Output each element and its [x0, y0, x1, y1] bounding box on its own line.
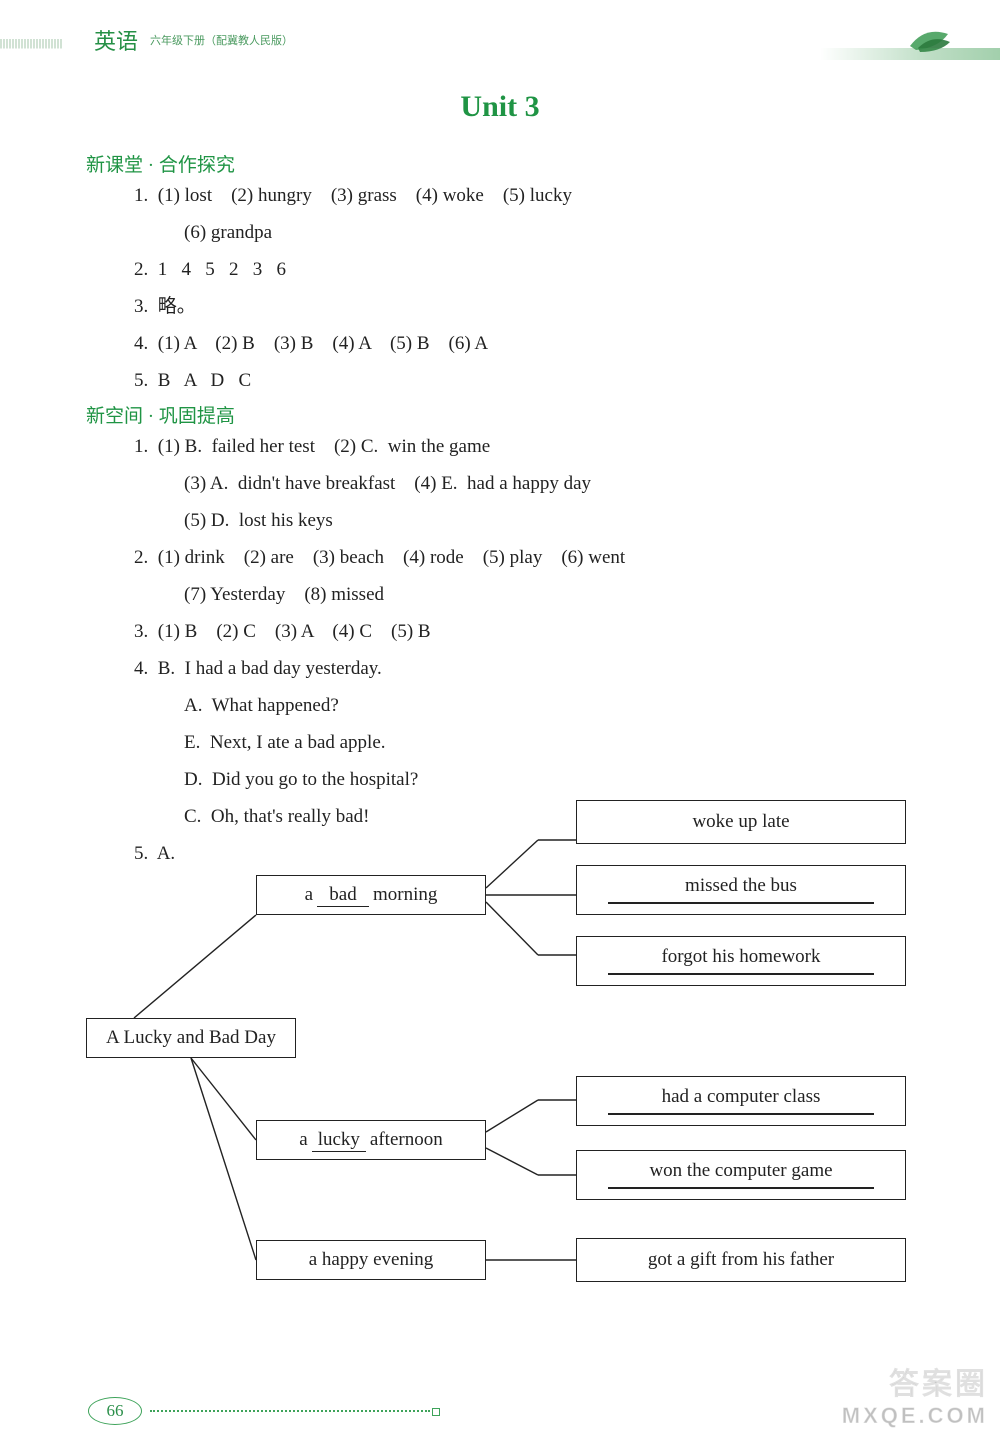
mid-fill: lucky: [312, 1129, 366, 1152]
answer-line: E. Next, I ate a bad apple.: [86, 724, 946, 761]
answer-line: 2. (1) drink (2) are (3) beach (4) rode …: [86, 539, 946, 576]
diagram-right-box: woke up late: [576, 800, 906, 844]
diagram-edge: [486, 1148, 538, 1175]
answer-line: (6) grandpa: [86, 214, 946, 251]
diagram-right-box: got a gift from his father: [576, 1238, 906, 1282]
diagram-mid-box: aluckyafternoon: [256, 1120, 486, 1160]
right-underline: [608, 902, 873, 903]
answer-line: 3. (1) B (2) C (3) A (4) C (5) B: [86, 613, 946, 650]
page-number: 66: [88, 1397, 142, 1425]
watermark-line2: MXQE.COM: [842, 1403, 988, 1429]
header-ticks: |||||||||||||||||||||: [0, 38, 90, 50]
right-text: had a computer class: [662, 1087, 821, 1106]
right-underline: [608, 1113, 873, 1114]
answer-line: 1. (1) B. failed her test (2) C. win the…: [86, 428, 946, 465]
watermark-line1: 答案圈: [842, 1359, 988, 1403]
watermark: 答案圈 MXQE.COM: [842, 1359, 988, 1429]
diagram-right-box: had a computer class: [576, 1076, 906, 1126]
right-text: won the computer game: [649, 1161, 832, 1180]
answer-line: 4. (1) A (2) B (3) B (4) A (5) B (6) A: [86, 325, 946, 362]
diagram-edge: [134, 915, 256, 1018]
right-text: missed the bus: [685, 876, 797, 895]
content-area: 新课堂 · 合作探究 1. (1) lost (2) hungry (3) gr…: [86, 150, 946, 872]
diagram-area: A Lucky and Bad Dayabadmorningaluckyafte…: [86, 790, 946, 1300]
right-text: woke up late: [692, 811, 789, 833]
mid-suffix: afternoon: [370, 1129, 443, 1151]
diagram-edge: [486, 902, 538, 955]
right-underline: [608, 973, 873, 974]
diagram-right-box: forgot his homework: [576, 936, 906, 986]
diagram-mid-box: a happy evening: [256, 1240, 486, 1280]
header-gradient: [820, 48, 1000, 60]
right-text: got a gift from his father: [648, 1249, 834, 1271]
section1-body: 1. (1) lost (2) hungry (3) grass (4) wok…: [86, 177, 946, 399]
page-header: ||||||||||||||||||||| 英语 六年级下册（配冀教人民版）: [0, 24, 1000, 54]
answer-line: A. What happened?: [86, 687, 946, 724]
footer-dot-end: [432, 1408, 440, 1416]
root-text: A Lucky and Bad Day: [106, 1027, 276, 1049]
right-text: forgot his homework: [661, 947, 820, 966]
answer-line: 1. (1) lost (2) hungry (3) grass (4) wok…: [86, 177, 946, 214]
answer-line: 2. 1 4 5 2 3 6: [86, 251, 946, 288]
header-subtitle: 六年级下册（配冀教人民版）: [150, 32, 293, 48]
mid-prefix: a: [305, 884, 313, 906]
header-subject: 英语: [94, 24, 138, 56]
diagram-root-box: A Lucky and Bad Day: [86, 1018, 296, 1058]
right-underline: [608, 1187, 873, 1188]
mid-text: a happy evening: [309, 1249, 434, 1271]
diagram-edge: [486, 840, 538, 888]
section1-heading: 新课堂 · 合作探究: [86, 150, 946, 177]
diagram-right-box: won the computer game: [576, 1150, 906, 1200]
mid-prefix: a: [299, 1129, 307, 1151]
section2-heading: 新空间 · 巩固提高: [86, 401, 946, 428]
answer-line: 5. B A D C: [86, 362, 946, 399]
footer-dots: [150, 1410, 430, 1412]
answer-line: 4. B. I had a bad day yesterday.: [86, 650, 946, 687]
answer-line: (3) A. didn't have breakfast (4) E. had …: [86, 465, 946, 502]
mid-fill: bad: [317, 884, 369, 907]
answer-line: (7) Yesterday (8) missed: [86, 576, 946, 613]
diagram-edge: [486, 1100, 538, 1132]
diagram-mid-box: abadmorning: [256, 875, 486, 915]
mid-suffix: morning: [373, 884, 437, 906]
diagram-edge: [191, 1058, 256, 1140]
diagram-edge: [191, 1058, 256, 1260]
answer-line: (5) D. lost his keys: [86, 502, 946, 539]
diagram-right-box: missed the bus: [576, 865, 906, 915]
unit-title: Unit 3: [0, 90, 1000, 124]
answer-line: 3. 略。: [86, 288, 946, 325]
